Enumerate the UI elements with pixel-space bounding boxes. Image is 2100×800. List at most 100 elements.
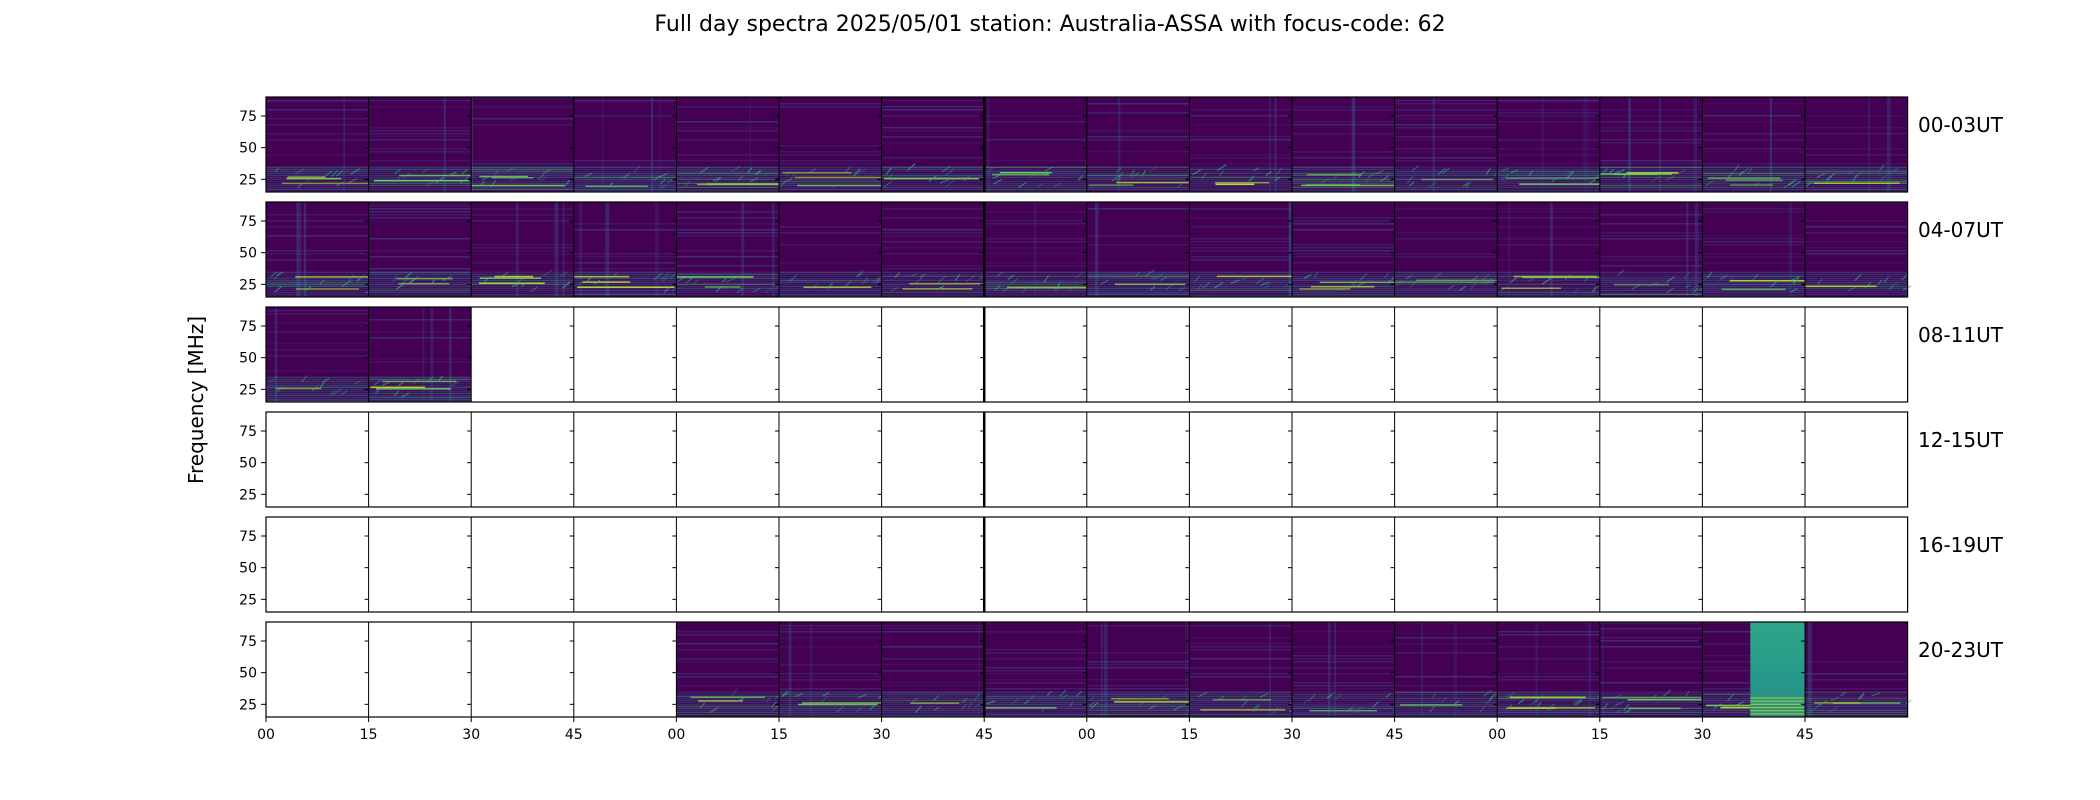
spectrum-panel [672, 202, 784, 297]
spectrum-panel [569, 202, 680, 297]
spectrum-panel [364, 517, 472, 612]
spectrum-panel [1082, 517, 1190, 612]
spectrum-panel [467, 97, 574, 192]
spectrum-panel [467, 202, 574, 297]
spectrum-panel [1493, 622, 1607, 717]
spectrum-panel [980, 97, 1087, 192]
y-tick-label: 75 [239, 634, 257, 650]
spectra-row-04-07UT: 25 50 75 04-07UT [239, 201, 2004, 298]
spectrum-panel [1801, 202, 1912, 297]
spectra-row-12-15UT: 25 50 75 12-15UT [239, 411, 2004, 508]
spectrum-panel [1493, 307, 1600, 402]
spectrum-panel [775, 622, 894, 717]
spectrum-panel [1390, 202, 1506, 297]
spectrum-panel [1288, 412, 1395, 507]
spectrum-panel [1595, 97, 1703, 192]
spectrum-panel [1595, 412, 1703, 507]
y-tick-label: 50 [239, 351, 257, 367]
y-tick-label: 50 [239, 246, 257, 262]
x-tick-label: 30 [1283, 727, 1301, 743]
spectrum-panel [877, 97, 985, 192]
spectrum-panel [266, 622, 369, 717]
spectrum-panel [569, 97, 677, 192]
spectrum-panel [1801, 307, 1908, 402]
row-frame [265, 306, 1909, 403]
spectrum-panel [1185, 97, 1292, 192]
row-label: 12-15UT [1918, 428, 2004, 452]
y-tick-label: 50 [239, 141, 257, 157]
spectrum-panel [1493, 517, 1600, 612]
spectrum-panel [1698, 517, 1805, 612]
spectrum-panel [1390, 307, 1498, 402]
row-label: 04-07UT [1918, 218, 2004, 242]
spectrum-panel [1185, 202, 1298, 297]
spectrum-panel [1595, 622, 1703, 717]
spectrum-panel [1801, 517, 1908, 612]
spectrum-panel [775, 412, 882, 507]
y-tick-label: 25 [239, 697, 257, 713]
spectrum-panel [1493, 202, 1620, 297]
spectrum-panel [569, 622, 677, 717]
spectrum-panel [266, 412, 369, 507]
spectrum-panel [980, 307, 1087, 402]
spectrum-panel [1801, 622, 1912, 717]
spectrum-panel [1801, 97, 1908, 192]
spectra-row-16-19UT: 25 50 75 16-19UT [239, 516, 2004, 613]
spectrum-panel [467, 412, 574, 507]
spectrum-panel [467, 307, 574, 402]
spectrum-panel [1595, 307, 1703, 402]
x-tick-label: 45 [1796, 727, 1814, 743]
spectrum-panel [1698, 307, 1805, 402]
row-frame [265, 96, 1909, 193]
y-tick-label: 25 [239, 592, 257, 608]
spectrum-panel [775, 307, 882, 402]
row-frame [265, 516, 1909, 613]
y-tick-label: 25 [239, 382, 257, 398]
spectrum-panel [775, 202, 885, 297]
spectrum-panel [1595, 517, 1703, 612]
spectrum-panel [266, 307, 369, 402]
spectrum-panel [1595, 202, 1708, 297]
y-tick-label: 75 [239, 529, 257, 545]
spectrum-panel [569, 412, 677, 507]
spectrum-panel [364, 622, 472, 717]
y-tick-label: 75 [239, 109, 257, 125]
y-tick-label: 25 [239, 277, 257, 293]
y-tick-label: 75 [239, 319, 257, 335]
spectrum-panel [364, 307, 472, 402]
y-tick-label: 75 [239, 214, 257, 230]
saturated-block [1750, 622, 1805, 717]
spectrum-panel [672, 622, 787, 717]
spectrum-panel [672, 307, 779, 402]
x-tick-label: 45 [975, 727, 993, 743]
spectrum-panel [1493, 412, 1600, 507]
spectrum-panel [266, 517, 369, 612]
x-tick-label: 30 [873, 727, 891, 743]
spectrum-panel [266, 97, 376, 192]
spectrum-panel [364, 202, 478, 297]
spectrum-panel [1698, 622, 1805, 717]
spectrum-panel [672, 517, 779, 612]
spectrum-panel [1185, 412, 1292, 507]
spectrum-panel [1288, 202, 1401, 297]
spectrum-panel [1185, 622, 1297, 717]
spectrum-panel [1390, 517, 1498, 612]
row-label: 20-23UT [1918, 638, 2004, 662]
spectrum-panel [569, 517, 677, 612]
spectrum-panel [1082, 97, 1210, 192]
spectrum-panel [877, 202, 986, 297]
row-label: 08-11UT [1918, 323, 2004, 347]
spectrum-panel [1288, 97, 1402, 192]
spectrum-panel [980, 202, 1095, 297]
spectrum-panel [1698, 202, 1827, 297]
y-tick-label: 50 [239, 666, 257, 682]
spectrum-panel [775, 517, 882, 612]
x-tick-label: 15 [1180, 727, 1198, 743]
spectrum-panel [1801, 412, 1908, 507]
x-tick-label: 30 [462, 727, 480, 743]
spectrum-panel [1185, 517, 1292, 612]
spectrum-panel [877, 622, 991, 717]
spectrum-panel [877, 307, 985, 402]
spectrum-panel [1082, 202, 1210, 297]
